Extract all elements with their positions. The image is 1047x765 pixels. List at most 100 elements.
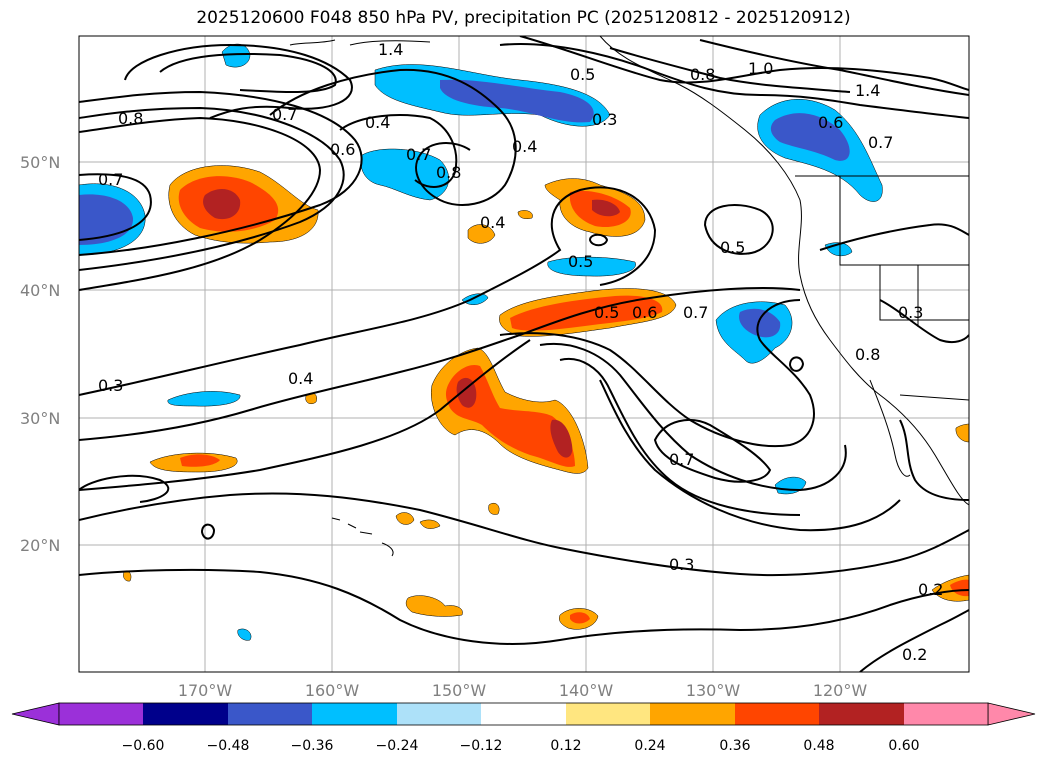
lat-label-20n: 20°N xyxy=(20,536,60,555)
contour-label: 0.6 xyxy=(330,140,355,159)
colorbar-segment xyxy=(566,703,650,725)
coastlines xyxy=(289,36,969,557)
colorbar-extend-min xyxy=(11,702,60,726)
contour-line xyxy=(124,43,353,119)
contour-line xyxy=(79,492,969,577)
contour-line xyxy=(200,523,216,540)
contour-line xyxy=(159,53,337,93)
colorbar-segment xyxy=(143,703,228,725)
precip-region xyxy=(445,364,575,467)
colorbar-tick-label: −0.12 xyxy=(460,738,503,754)
contour-line xyxy=(79,287,801,441)
contour-label: 0.4 xyxy=(480,213,505,232)
precip-region xyxy=(203,188,241,220)
coastline-aleutians xyxy=(289,39,431,46)
contour-line xyxy=(788,356,805,372)
precip-region xyxy=(237,628,252,641)
contour-line xyxy=(859,609,969,672)
contour-label: 0.3 xyxy=(98,376,123,395)
latitude-labels: 50°N 40°N 30°N 20°N xyxy=(20,153,60,555)
precip-region xyxy=(547,256,636,277)
precip-region xyxy=(570,612,590,624)
colorbar-tick-label: −0.36 xyxy=(291,738,334,754)
contour-line xyxy=(653,419,772,483)
contour-line xyxy=(499,299,815,448)
precipitation-shading xyxy=(79,43,969,641)
precip-region xyxy=(770,113,850,161)
colorbar-segment xyxy=(904,703,988,725)
contour-line xyxy=(539,342,847,492)
colorbar-segment xyxy=(59,703,143,725)
colorbar-segment xyxy=(312,703,397,725)
contour-line xyxy=(819,223,969,251)
precip-region xyxy=(405,595,463,617)
contour-line xyxy=(79,474,170,503)
contour-label: 1.4 xyxy=(378,40,403,59)
contour-label: 0.6 xyxy=(632,303,657,322)
contour-label: 0.7 xyxy=(683,303,708,322)
contour-label: 0.2 xyxy=(918,580,943,599)
colorbar-extend-max xyxy=(987,702,1036,726)
precip-region xyxy=(592,199,620,217)
map-title: 2025120600 F048 850 hPa PV, precipitatio… xyxy=(196,8,851,28)
precip-region xyxy=(550,419,573,458)
colorbar-tick-label: 0.60 xyxy=(888,738,919,754)
colorbar-segment xyxy=(228,703,312,725)
contour-label: 0.5 xyxy=(570,65,595,84)
coastline-north-america xyxy=(599,36,969,506)
lat-label-40n: 40°N xyxy=(20,281,60,300)
colorbar-segment xyxy=(735,703,819,725)
contour-label: 0.7 xyxy=(98,170,123,189)
contour-label: 0.4 xyxy=(288,369,313,388)
precip-region xyxy=(180,454,220,467)
contour-line xyxy=(519,36,969,91)
longitude-labels: 170°W 160°W 150°W 140°W 130°W 120°W xyxy=(178,681,868,700)
lat-label-50n: 50°N xyxy=(20,153,60,172)
lon-label-140w: 140°W xyxy=(559,681,614,700)
precip-region xyxy=(950,579,969,597)
contour-line xyxy=(499,43,969,119)
contour-label: 0.3 xyxy=(592,110,617,129)
contour-line xyxy=(339,114,458,188)
contour-line xyxy=(609,47,851,93)
border-mexico xyxy=(899,394,969,401)
contour-label: 0.4 xyxy=(365,113,390,132)
contour-label: 0.8 xyxy=(855,345,880,364)
precip-region xyxy=(360,148,449,201)
lon-label-130w: 130°W xyxy=(686,681,741,700)
contour-label: 0.5 xyxy=(720,238,745,257)
contour-line xyxy=(879,299,969,344)
lon-label-150w: 150°W xyxy=(432,681,487,700)
contour-line xyxy=(703,204,774,255)
pv-contours xyxy=(79,36,969,672)
contour-label: 0.7 xyxy=(868,133,893,152)
precip-region xyxy=(510,295,663,331)
lat-label-30n: 30°N xyxy=(20,409,60,428)
contour-line xyxy=(559,357,801,516)
contour-line xyxy=(588,233,609,247)
contour-labels: 1.4 0.8 1.0 1.4 0.8 0.7 0.5 0.3 0.4 0.6 … xyxy=(98,40,943,664)
contour-label: 0.7 xyxy=(669,450,694,469)
colorbar-segment xyxy=(397,703,481,725)
contour-label: 0.4 xyxy=(512,137,537,156)
lon-label-170w: 170°W xyxy=(178,681,233,700)
colorbar-segment xyxy=(819,703,904,725)
contour-line xyxy=(79,116,322,291)
lon-label-120w: 120°W xyxy=(813,681,868,700)
contour-label: 0.3 xyxy=(898,303,923,322)
colorbar-tick-label: 0.24 xyxy=(634,738,665,754)
map-frame xyxy=(78,35,970,673)
contour-label: 0.8 xyxy=(436,163,461,182)
coastline-baja xyxy=(869,379,911,477)
precip-region xyxy=(517,210,533,219)
colorbar-tick-label: −0.24 xyxy=(376,738,419,754)
colorbar-segment xyxy=(481,703,566,725)
precip-region xyxy=(461,293,489,305)
precip-region xyxy=(488,502,500,515)
contour-line xyxy=(79,186,657,396)
contour-line xyxy=(599,379,901,532)
contour-label: 0.5 xyxy=(568,252,593,271)
contour-label: 1.4 xyxy=(855,81,880,100)
contour-label: 0.5 xyxy=(594,303,619,322)
